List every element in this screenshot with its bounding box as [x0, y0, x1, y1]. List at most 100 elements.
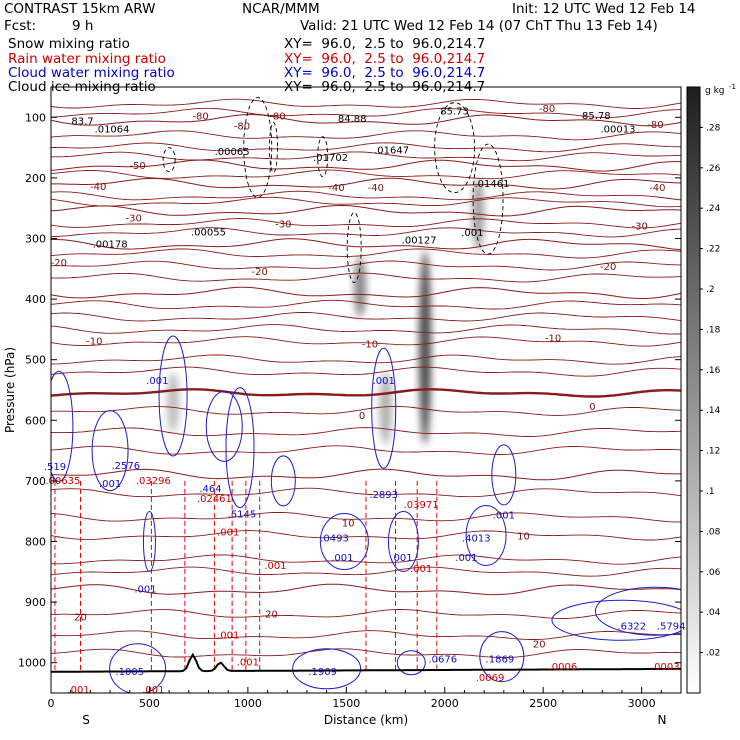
- isotherm-label: -30: [275, 220, 291, 231]
- cloud-water-label: .464: [199, 484, 221, 495]
- snow-shading: [167, 371, 180, 433]
- ice-max-label: .00127: [402, 235, 437, 246]
- colorbar-tick-label: .1: [706, 487, 715, 497]
- isotherm-line: [51, 238, 681, 251]
- isotherm-label: -20: [600, 262, 616, 273]
- isotherm-label: -10: [86, 337, 102, 348]
- colorbar-tick-label: .06: [706, 568, 721, 578]
- isotherm-line-minor: [51, 630, 681, 640]
- south-label: S: [82, 713, 90, 727]
- isotherm-line-minor: [51, 98, 681, 109]
- x-axis-title: Distance (km): [324, 713, 408, 727]
- isotherm-label: -80: [192, 112, 208, 123]
- cloud-water-label: .1909: [308, 667, 337, 678]
- cloud-water-label: .001: [146, 376, 168, 387]
- isotherm-label: -30: [126, 214, 142, 225]
- cloud-water-contour: [319, 513, 369, 570]
- isotherm-label: -30: [631, 221, 647, 232]
- isotherm-line-minor: [51, 272, 681, 283]
- cloud-water-label: .0493: [320, 534, 349, 545]
- isotherm-line-minor: [51, 190, 681, 201]
- cloud-water-contour: [479, 631, 525, 683]
- cloud-water-contour: [51, 370, 74, 482]
- isotherm-label: 20: [265, 609, 278, 620]
- isotherm-label: -10: [545, 334, 561, 345]
- cloud-water-contour: [551, 599, 681, 641]
- isotherm-line-minor: [51, 151, 681, 162]
- cloud-water-label: .4013: [462, 534, 491, 545]
- y-tick-label: 200: [25, 172, 46, 185]
- isotherm-line-minor: [51, 427, 681, 437]
- cloud-water-label: .2893: [369, 490, 398, 501]
- ice-max-label: .01647: [374, 146, 409, 157]
- y-tick-label: 500: [25, 354, 46, 367]
- isotherm-line-minor: [51, 218, 681, 229]
- isotherm-line-minor: [51, 142, 681, 153]
- colorbar-tick-label: .08: [706, 527, 721, 537]
- colorbar-tick-label: .26: [706, 164, 721, 174]
- cloud-water-label: .1869: [486, 655, 515, 666]
- cloud-water-contour: [594, 586, 681, 636]
- isotherm-line: [51, 177, 681, 190]
- cloud-water-contour: [491, 444, 517, 506]
- field-snow-xy: XY= 96.0, 2.5 to 96.0,214.7: [284, 36, 486, 52]
- snow-shading: [379, 371, 392, 445]
- colorbar-unit: g kg: [705, 86, 725, 96]
- x-tick-label: 2500: [529, 697, 557, 710]
- x-tick-label: 500: [139, 697, 160, 710]
- ice-contour: [317, 136, 329, 178]
- isotherm-label: 20: [533, 640, 546, 651]
- ice-max-label: .01064: [95, 124, 130, 135]
- isotherm-line-minor: [51, 366, 681, 377]
- isotherm-label: -40: [649, 183, 665, 194]
- isotherm-label: 10: [342, 518, 355, 529]
- isotherm-label: -40: [328, 183, 344, 194]
- cloud-water-label: .1005: [115, 667, 144, 678]
- colorbar-tick-label: .24: [706, 204, 721, 214]
- rain-label: .0069: [476, 673, 505, 684]
- cloud-water-contour: [292, 648, 362, 690]
- fcst-label: Fcst:: [4, 18, 37, 34]
- isotherm-line-minor: [51, 130, 681, 141]
- cloud-water-contour: [205, 390, 243, 462]
- isotherm-line: [51, 159, 681, 172]
- x-tick-label: 1500: [332, 697, 360, 710]
- colorbar-tick-label: .18: [706, 325, 721, 335]
- ice-contour: [269, 122, 278, 174]
- isotherm-label: -50: [129, 161, 145, 172]
- snow-shading: [419, 250, 432, 445]
- cloud-water-contour: [109, 643, 167, 693]
- cloud-water-label: .001: [331, 553, 353, 564]
- model-title: CONTRAST 15km ARW: [4, 1, 156, 17]
- isotherm-line-minor: [51, 299, 681, 310]
- valid-time: Valid: 21 UTC Wed 12 Feb 14 (07 ChT Thu …: [300, 18, 658, 34]
- isotherm-label: -10: [362, 340, 378, 351]
- ice-contour: [162, 147, 176, 173]
- isotherm-label: -20: [252, 267, 268, 278]
- isotherm-line-minor: [51, 311, 681, 322]
- isotherm-line-minor: [51, 445, 681, 455]
- rain-label: .001: [237, 658, 259, 669]
- colorbar-ramp: [686, 86, 701, 694]
- y-tick-label: 700: [25, 475, 46, 488]
- rain-label: .001: [217, 527, 239, 538]
- isotherm-line-minor: [51, 566, 681, 577]
- cloud-water-label: .001: [493, 510, 515, 521]
- isotherm-line: [51, 468, 681, 481]
- rain-label: .03296: [136, 476, 171, 487]
- colorbar-tick-label: .02: [706, 649, 720, 659]
- cloud-water-label: .519: [44, 462, 66, 473]
- cloud-water-label: .001: [455, 553, 477, 564]
- rain-label: .001: [142, 685, 164, 696]
- rain-label: .001: [410, 564, 432, 575]
- isotherm-line-minor: [51, 324, 681, 335]
- isotherm-label: -80: [539, 104, 555, 115]
- isotherm-line-minor: [51, 354, 681, 365]
- field-rain-xy: XY= 96.0, 2.5 to 96.0,214.7: [284, 51, 486, 67]
- cloud-water-contour: [371, 347, 397, 469]
- x-tick-label: 0: [48, 697, 55, 710]
- y-tick-label: 400: [25, 293, 46, 306]
- ice-max-label: 85.73: [440, 106, 469, 117]
- y-tick-label: 100: [25, 111, 46, 124]
